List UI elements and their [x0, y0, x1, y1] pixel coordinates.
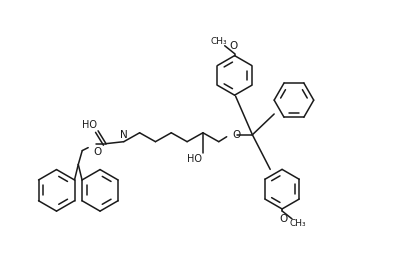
Text: HO: HO [82, 120, 97, 130]
Text: O: O [233, 130, 241, 140]
Text: CH₃: CH₃ [290, 219, 307, 228]
Text: O: O [230, 41, 238, 51]
Text: O: O [279, 214, 287, 224]
Text: O: O [93, 147, 101, 157]
Text: HO: HO [187, 154, 202, 163]
Text: N: N [120, 130, 128, 140]
Text: CH₃: CH₃ [210, 37, 227, 46]
